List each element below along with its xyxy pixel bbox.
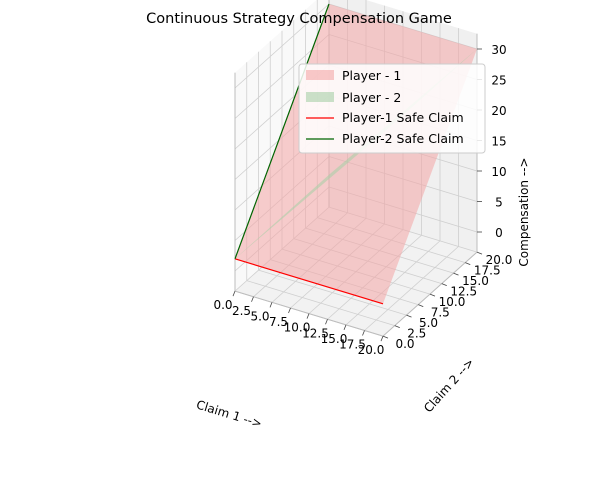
x-tick-label: 15.0 [321,332,348,346]
z-axis-label: Compensation --> [517,157,531,266]
x-tick-mark [343,324,347,331]
legend-swatch-player-1 [306,70,334,80]
legend-swatch-player-2 [306,92,334,102]
y-tick-label: 2.5 [407,327,426,341]
x-tick-label: 0.0 [213,298,232,312]
x-tick-mark [325,319,328,325]
x-tick-label: 10.0 [284,321,311,335]
y-tick-mark [382,335,389,339]
y-tick-mark [429,293,436,297]
x-tick-label: 2.5 [232,304,251,318]
x-tick-mark [362,330,365,336]
y-tick-mark [453,272,459,276]
x-tick-mark [232,290,236,297]
x-tick-label: 7.5 [269,315,288,329]
line-player-2-safe-claim [234,3,330,260]
z-tick-label: 10 [491,165,506,179]
x-tick-mark [288,307,291,314]
legend-box [298,63,486,154]
y-tick-label: 10.0 [439,295,466,309]
y-tick-label: 15.0 [462,274,489,288]
y-tick-label: 5.0 [419,316,438,330]
x-tick-label: 5.0 [250,309,269,323]
grid-line [258,269,407,316]
y-tick-label: 7.5 [431,306,450,320]
z-tick-label: 25 [491,74,506,88]
y-tick-mark [476,251,483,255]
legend-label-player-2-safe: Player-2 Safe Claim [342,131,464,146]
y-axis-label: Claim 2 --> [421,355,477,415]
y-tick-mark [441,283,447,287]
x-tick-mark [251,296,254,302]
grid-line [234,3,330,89]
z-tick-label: 5 [495,196,503,210]
axis-edge [234,72,478,337]
y-tick-label: 12.5 [450,285,477,299]
z-tick-label: 15 [491,135,506,149]
data-lines [234,3,384,305]
y-tick-mark [406,314,412,318]
y-tick-mark [418,304,424,308]
legend-label-player-2: Player - 2 [342,90,401,105]
grid-line [246,280,395,327]
x-axis-label: Claim 1 --> [195,398,264,431]
tick-labels: 0.0 2.5 5.0 7.510.012.515.017.520.0 0.02.55.… [213,43,512,357]
z-tick-label: 20 [491,104,506,118]
x-tick-mark [380,335,384,342]
y-tick-mark [394,325,400,329]
line-player-1-safe-claim [234,258,384,305]
z-tick-label: 0 [495,226,503,240]
z-tick-label: 30 [491,43,506,57]
legend-label-player-1-safe: Player-1 Safe Claim [342,110,464,125]
legend-label-player-1: Player - 1 [342,68,401,83]
y-tick-mark [465,262,471,266]
x-tick-label: 12.5 [302,326,329,340]
x-tick-mark [269,302,273,308]
legend: Player - 1 Player - 2 Player-1 Safe Clai… [298,63,486,154]
x-tick-label: 20.0 [358,343,385,357]
y-tick-label: 0.0 [395,337,414,351]
y-tick-label: 17.5 [474,264,501,278]
x-tick-mark [306,313,310,319]
y-tick-label: 20.0 [486,253,513,267]
chart-title: Continuous Strategy Compensation Game [146,11,452,27]
x-tick-label: 17.5 [339,338,366,352]
